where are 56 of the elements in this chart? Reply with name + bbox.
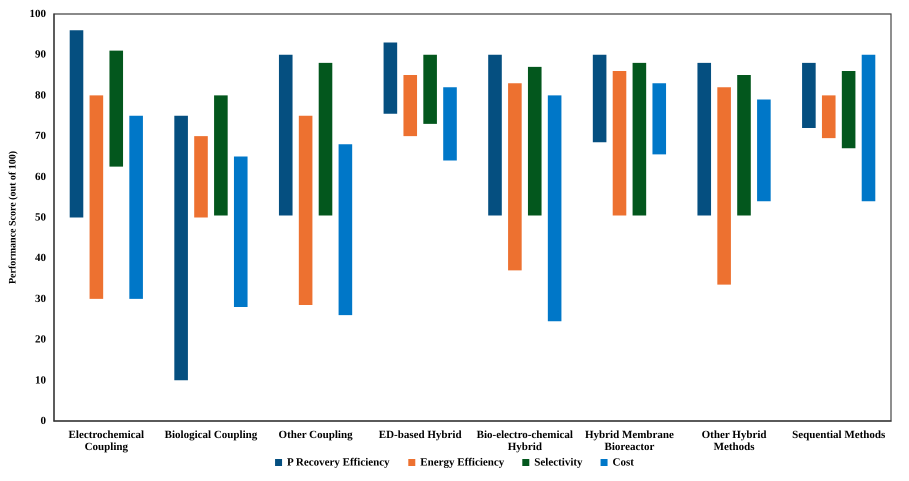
bar bbox=[652, 83, 666, 154]
bar bbox=[717, 87, 731, 285]
bar bbox=[384, 42, 398, 114]
legend-label: P Recovery Efficiency bbox=[287, 456, 390, 468]
y-tick-label: 40 bbox=[35, 252, 46, 264]
bar bbox=[862, 54, 876, 202]
x-tick-label: Electrochemical Coupling bbox=[68, 429, 144, 453]
y-tick-label: 50 bbox=[35, 212, 46, 224]
bar bbox=[842, 70, 856, 148]
x-tick-label: Bio-electro-chemical Hybrid bbox=[476, 429, 573, 453]
bar bbox=[214, 95, 228, 216]
bar bbox=[318, 62, 332, 216]
bar bbox=[757, 99, 771, 202]
bar bbox=[822, 95, 836, 138]
bar bbox=[737, 75, 751, 216]
y-axis-title: Performance Score (out of 100) bbox=[8, 150, 18, 284]
bar bbox=[194, 136, 208, 218]
bar bbox=[278, 54, 293, 216]
bar bbox=[70, 30, 84, 218]
legend-label: Energy Efficiency bbox=[420, 456, 505, 468]
bar bbox=[612, 70, 626, 216]
x-tick-label: Other Hybrid Methods bbox=[702, 429, 767, 453]
bar bbox=[632, 62, 646, 216]
bar bbox=[174, 116, 188, 380]
bar bbox=[802, 62, 816, 128]
bar bbox=[423, 54, 437, 124]
y-tick-label: 20 bbox=[35, 334, 46, 346]
bar bbox=[548, 95, 562, 322]
bar bbox=[443, 87, 457, 161]
y-tick-label: 80 bbox=[35, 89, 46, 102]
x-tick-label: Hybrid Membrane Bioreactor bbox=[584, 429, 674, 453]
y-tick-label: 30 bbox=[35, 292, 46, 305]
legend-label: Selectivity bbox=[534, 456, 584, 468]
x-tick-label: Biological Coupling bbox=[164, 429, 258, 441]
bar bbox=[592, 54, 606, 142]
legend-label: Cost bbox=[612, 456, 634, 468]
y-tick-label: 0 bbox=[40, 415, 46, 427]
bar bbox=[528, 66, 542, 216]
bar bbox=[109, 50, 124, 167]
y-tick-label: 70 bbox=[35, 130, 46, 142]
y-tick-label: 100 bbox=[30, 8, 46, 20]
bar bbox=[488, 54, 502, 216]
bar bbox=[508, 83, 522, 270]
bar bbox=[403, 75, 418, 136]
y-tick-label: 10 bbox=[35, 374, 46, 386]
bar bbox=[90, 95, 104, 299]
y-tick-label: 90 bbox=[35, 48, 46, 61]
x-tick-label: Sequential Methods bbox=[792, 429, 886, 441]
bar bbox=[234, 156, 248, 308]
bar bbox=[697, 62, 712, 216]
bar bbox=[129, 116, 143, 299]
x-tick-label: ED-based Hybrid bbox=[378, 429, 462, 441]
bar bbox=[338, 144, 352, 316]
y-tick-label: 60 bbox=[35, 170, 46, 183]
bar bbox=[298, 116, 312, 306]
x-tick-label: Other Coupling bbox=[278, 429, 354, 441]
